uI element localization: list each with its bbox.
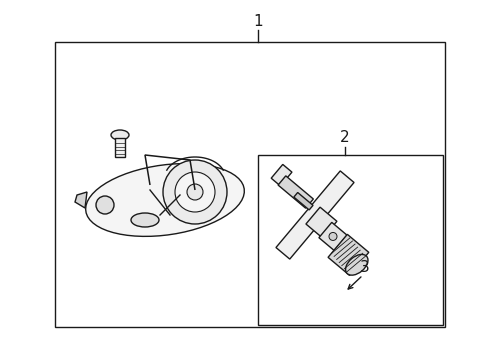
Text: 1: 1 <box>253 14 262 30</box>
Polygon shape <box>115 138 125 157</box>
Text: 2: 2 <box>340 130 349 145</box>
Bar <box>258 155 442 325</box>
Ellipse shape <box>131 213 159 227</box>
Circle shape <box>163 160 226 224</box>
Circle shape <box>186 184 203 200</box>
Circle shape <box>175 172 215 212</box>
Circle shape <box>328 233 336 240</box>
Polygon shape <box>271 165 291 186</box>
Polygon shape <box>305 207 336 238</box>
Polygon shape <box>293 193 312 210</box>
Ellipse shape <box>111 130 129 140</box>
Bar <box>55 42 444 327</box>
Polygon shape <box>275 171 353 259</box>
Polygon shape <box>75 192 87 208</box>
Circle shape <box>96 196 114 214</box>
Polygon shape <box>318 222 346 251</box>
Polygon shape <box>327 234 368 275</box>
Text: 3: 3 <box>359 260 369 274</box>
Polygon shape <box>278 176 313 208</box>
Polygon shape <box>85 163 244 237</box>
Ellipse shape <box>345 255 367 275</box>
